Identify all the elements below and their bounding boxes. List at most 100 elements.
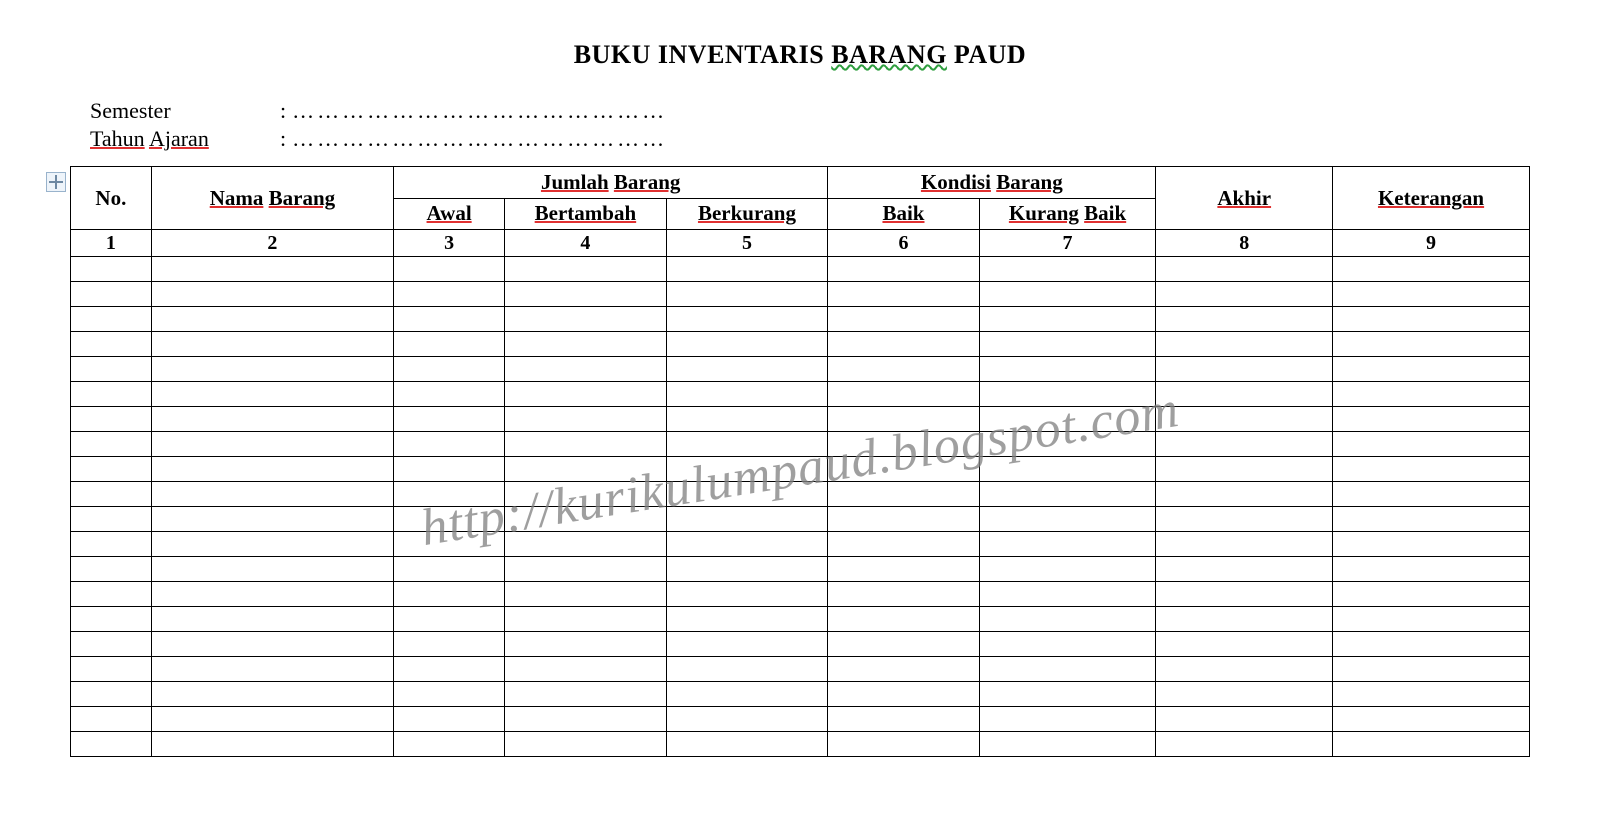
table-cell: [1156, 257, 1333, 282]
table-cell: [666, 532, 828, 557]
table-cell: [828, 582, 979, 607]
table-cell: [1333, 582, 1530, 607]
table-cell: [979, 732, 1156, 757]
semester-value-dots: ………………………………………: [292, 98, 667, 124]
table-cell: [666, 257, 828, 282]
table-cell: [1156, 432, 1333, 457]
table-cell: [505, 657, 667, 682]
table-cell: [1156, 282, 1333, 307]
table-cell: [151, 257, 393, 282]
table-cell: [71, 382, 152, 407]
table-cell: [71, 682, 152, 707]
table-cell: [505, 557, 667, 582]
table-anchor-icon[interactable]: [46, 172, 66, 192]
table-cell: [828, 482, 979, 507]
table-cell: [828, 632, 979, 657]
numrow-cell: 2: [151, 230, 393, 257]
table-cell: [505, 632, 667, 657]
table-cell: [1156, 557, 1333, 582]
table-cell: [1333, 557, 1530, 582]
table-cell: [394, 432, 505, 457]
table-cell: [828, 307, 979, 332]
tahun-label: Tahun Ajaran: [90, 126, 280, 152]
table-cell: [1156, 357, 1333, 382]
table-cell: [1333, 257, 1530, 282]
table-cell: [505, 432, 667, 457]
table-cell: [71, 407, 152, 432]
table-cell: [979, 457, 1156, 482]
table-cell: [505, 257, 667, 282]
table-cell: [666, 382, 828, 407]
colon: :: [280, 126, 286, 152]
table-cell: [394, 657, 505, 682]
table-cell: [394, 732, 505, 757]
table-cell: [1156, 707, 1333, 732]
table-cell: [394, 532, 505, 557]
table-cell: [71, 482, 152, 507]
th-kondisi-p1: Kondisi: [921, 170, 991, 194]
table-cell: [151, 332, 393, 357]
table-cell: [979, 557, 1156, 582]
table-row: [71, 257, 1530, 282]
table-cell: [394, 507, 505, 532]
table-cell: [71, 357, 152, 382]
table-cell: [505, 507, 667, 532]
table-cell: [71, 307, 152, 332]
table-cell: [979, 507, 1156, 532]
table-cell: [1156, 457, 1333, 482]
table-cell: [666, 457, 828, 482]
table-row: [71, 357, 1530, 382]
table-cell: [666, 407, 828, 432]
numrow-cell: 3: [394, 230, 505, 257]
table-cell: [151, 457, 393, 482]
table-cell: [71, 257, 152, 282]
table-cell: [1333, 732, 1530, 757]
table-row: [71, 632, 1530, 657]
table-cell: [979, 282, 1156, 307]
table-cell: [394, 457, 505, 482]
table-cell: [151, 657, 393, 682]
th-jumlah: Jumlah Barang: [394, 167, 828, 199]
table-cell: [71, 432, 152, 457]
table-cell: [71, 457, 152, 482]
table-cell: [1156, 307, 1333, 332]
table-cell: [979, 307, 1156, 332]
table-cell: [151, 532, 393, 557]
table-row: [71, 407, 1530, 432]
table-cell: [1156, 507, 1333, 532]
table-row: [71, 282, 1530, 307]
table-cell: [1156, 382, 1333, 407]
meta-row-semester: Semester : ………………………………………: [90, 98, 1530, 124]
th-bertambah: Bertambah: [505, 198, 667, 230]
meta-row-tahun: Tahun Ajaran : ………………………………………: [90, 126, 1530, 152]
table-cell: [1333, 407, 1530, 432]
table-cell: [1156, 532, 1333, 557]
th-berkurang-t: Berkurang: [698, 201, 796, 225]
table-cell: [1333, 657, 1530, 682]
table-row: [71, 482, 1530, 507]
table-cell: [505, 457, 667, 482]
table-cell: [828, 657, 979, 682]
table-cell: [71, 507, 152, 532]
table-cell: [666, 732, 828, 757]
table-cell: [394, 682, 505, 707]
table-cell: [394, 382, 505, 407]
table-cell: [394, 582, 505, 607]
table-cell: [666, 707, 828, 732]
table-cell: [151, 732, 393, 757]
table-row: [71, 382, 1530, 407]
table-cell: [828, 432, 979, 457]
table-cell: [394, 282, 505, 307]
table-cell: [71, 332, 152, 357]
table-cell: [979, 382, 1156, 407]
table-row: [71, 682, 1530, 707]
table-row: [71, 507, 1530, 532]
table-cell: [71, 532, 152, 557]
table-cell: [979, 632, 1156, 657]
table-cell: [71, 632, 152, 657]
table-cell: [151, 357, 393, 382]
table-cell: [394, 482, 505, 507]
table-cell: [828, 332, 979, 357]
table-cell: [828, 532, 979, 557]
table-cell: [666, 282, 828, 307]
